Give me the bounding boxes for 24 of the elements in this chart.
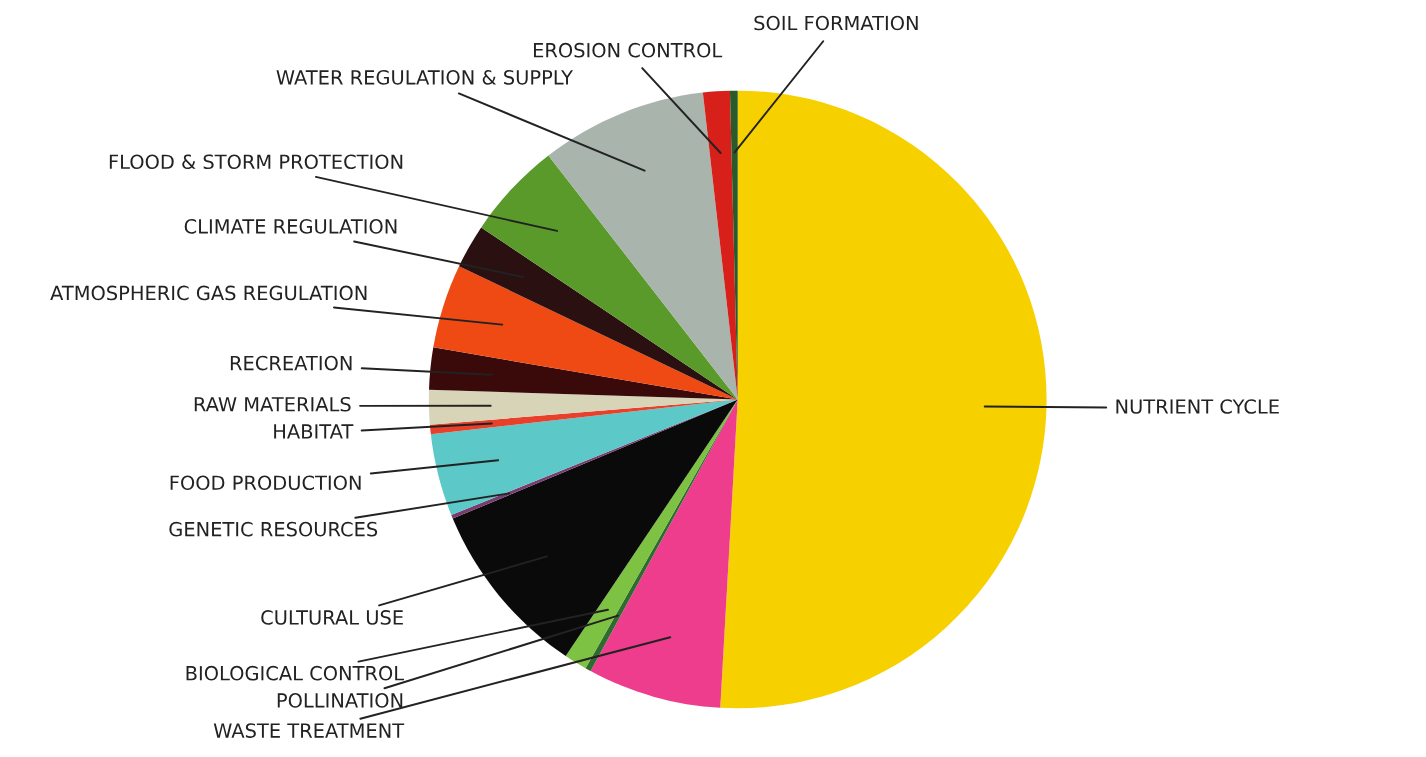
slice-label: SOIL FORMATION (754, 15, 918, 31)
slice-label: WASTE TREATMENT (213, 723, 405, 738)
pie-slice (548, 92, 738, 400)
slice-label: RECREATION (230, 355, 352, 371)
pie-slice (459, 227, 738, 400)
pie-slice (433, 266, 738, 400)
slice-label: FOOD PRODUCTION (170, 475, 361, 491)
slice-label: POLLINATION (277, 693, 403, 708)
slice-label: GENETIC RESOURCES (169, 521, 378, 537)
pie-slice (452, 399, 738, 657)
slice-label: HABITAT (274, 424, 354, 439)
pie-slice (702, 90, 738, 400)
slice-label: ATMOSPHERIC GAS REGULATION (50, 285, 367, 301)
slice-label: BIOLOGICAL CONTROL (186, 665, 405, 681)
slice-label: RAW MATERIALS (194, 396, 351, 412)
slice-label: CULTURAL USE (261, 610, 403, 625)
slice-label: FLOOD & STORM PROTECTION (109, 154, 403, 170)
slice-label: CLIMATE REGULATION (184, 219, 397, 234)
pie-slice (720, 90, 1047, 709)
slice-label: WATER REGULATION & SUPPLY (276, 70, 573, 85)
pie-slice (481, 155, 738, 400)
slice-label: EROSION CONTROL (534, 42, 723, 58)
slice-label: NUTRIENT CYCLE (1116, 399, 1279, 414)
pie-slice (428, 389, 738, 425)
